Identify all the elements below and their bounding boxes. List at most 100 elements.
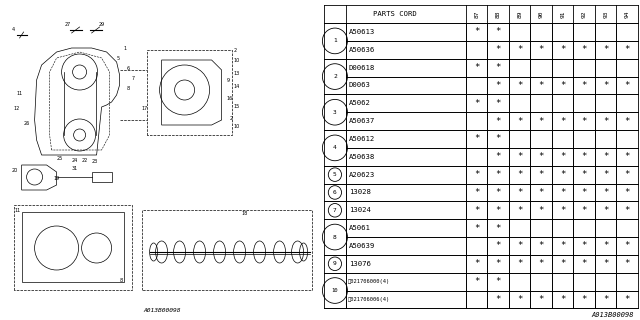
Text: *: * [495,206,501,215]
Text: *: * [474,170,479,179]
Text: *: * [625,81,630,90]
Text: *: * [582,152,587,161]
Text: *: * [538,170,544,179]
Text: *: * [538,295,544,304]
Text: *: * [495,99,501,108]
Text: *: * [517,117,522,126]
Text: *: * [625,206,630,215]
Text: 2: 2 [333,74,337,79]
Text: 7: 7 [132,76,135,81]
Text: A5061: A5061 [349,225,371,231]
Text: *: * [517,152,522,161]
Text: 91: 91 [560,11,565,18]
Text: 29: 29 [99,22,105,27]
Text: D0063: D0063 [349,83,371,89]
Text: *: * [495,28,501,36]
Text: *: * [582,170,587,179]
Text: 10: 10 [332,288,338,293]
Text: *: * [603,259,609,268]
Text: 13028: 13028 [349,189,371,196]
Text: *: * [495,117,501,126]
Text: 10: 10 [234,124,240,129]
Text: *: * [517,242,522,251]
Text: *: * [474,99,479,108]
Text: *: * [538,45,544,54]
Text: *: * [474,206,479,215]
Text: *: * [474,277,479,286]
Text: *: * [538,259,544,268]
Text: *: * [474,188,479,197]
Text: 6: 6 [127,66,130,71]
Text: 12: 12 [13,106,20,111]
Text: *: * [495,242,501,251]
Text: *: * [582,188,587,197]
Text: *: * [495,81,501,90]
Text: *: * [560,170,565,179]
Text: *: * [603,152,609,161]
Text: 25: 25 [56,156,63,161]
Text: 20: 20 [12,168,18,173]
Text: 87: 87 [474,11,479,18]
Text: *: * [625,188,630,197]
Text: 3: 3 [333,110,337,115]
Text: 1: 1 [124,46,127,51]
Text: *: * [517,45,522,54]
Text: *: * [560,188,565,197]
Text: 22: 22 [82,158,88,163]
Text: 10: 10 [234,58,240,63]
Text: *: * [495,277,501,286]
Text: *: * [474,134,479,143]
Text: 2: 2 [230,116,233,121]
Text: 13024: 13024 [349,207,371,213]
Text: *: * [517,206,522,215]
Text: A50639: A50639 [349,243,375,249]
Text: *: * [495,170,501,179]
Text: *: * [538,117,544,126]
Text: 31: 31 [72,166,78,171]
Text: 2: 2 [234,48,237,53]
Text: A50613: A50613 [349,29,375,35]
Text: *: * [603,295,609,304]
Text: *: * [538,242,544,251]
Text: *: * [625,170,630,179]
Text: *: * [495,45,501,54]
Text: Ⓝ021706006(4): Ⓝ021706006(4) [348,297,390,302]
Text: *: * [517,188,522,197]
Text: *: * [495,152,501,161]
Text: 1: 1 [333,38,337,44]
Text: *: * [625,152,630,161]
Text: *: * [474,63,479,72]
Text: *: * [495,188,501,197]
Text: *: * [625,259,630,268]
Text: 19: 19 [54,176,60,181]
Text: 26: 26 [24,121,30,126]
Text: 7: 7 [333,208,337,213]
Text: *: * [582,295,587,304]
Text: *: * [495,259,501,268]
Text: *: * [560,45,565,54]
Text: 88: 88 [496,11,500,18]
Text: 5: 5 [116,56,120,61]
Text: 23: 23 [92,159,98,164]
Text: *: * [603,206,609,215]
Text: *: * [625,45,630,54]
Text: 9: 9 [227,78,230,83]
Text: 5: 5 [333,172,337,177]
Text: *: * [560,242,565,251]
Text: *: * [560,152,565,161]
Text: 11: 11 [17,91,23,96]
Text: *: * [538,152,544,161]
Text: *: * [603,170,609,179]
Text: *: * [603,188,609,197]
Text: *: * [625,242,630,251]
Text: PARTS CORD: PARTS CORD [373,11,417,17]
Text: *: * [495,295,501,304]
Text: *: * [560,81,565,90]
Text: A50638: A50638 [349,154,375,160]
Text: *: * [603,242,609,251]
Text: *: * [625,117,630,126]
Text: 8: 8 [120,278,123,283]
Text: *: * [582,242,587,251]
Text: *: * [538,81,544,90]
Text: 18: 18 [241,211,248,216]
